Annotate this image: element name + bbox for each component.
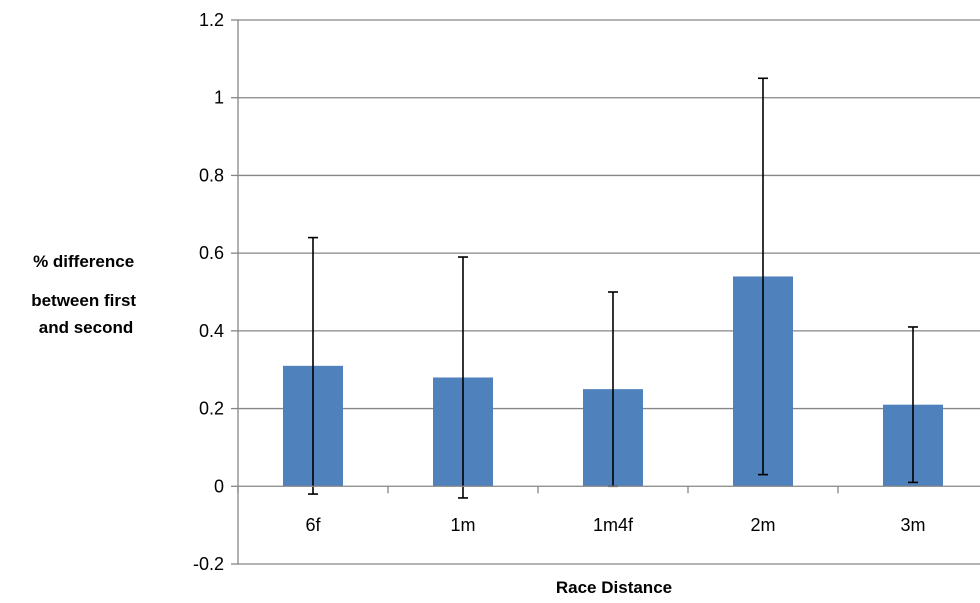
y-tick-label: 0.6 xyxy=(199,243,224,263)
y-tick-label: 0.2 xyxy=(199,399,224,419)
y-axis-label-line: % difference xyxy=(33,252,134,271)
y-tick-label: 0 xyxy=(214,476,224,496)
y-axis-label-line: between first xyxy=(31,291,136,310)
y-tick-label: 1 xyxy=(214,88,224,108)
x-tick-label: 6f xyxy=(305,515,321,535)
y-tick-labels: -0.2 0 0.2 0.4 0.6 0.8 1 1.2 xyxy=(193,10,224,574)
x-tick-label: 1m xyxy=(450,515,475,535)
y-tick-label: 0.4 xyxy=(199,321,224,341)
x-tick-label: 3m xyxy=(900,515,925,535)
x-tick-label: 2m xyxy=(750,515,775,535)
error-bars xyxy=(308,77,918,499)
y-axis-label: % difference between first and second xyxy=(31,252,141,337)
x-tick-labels: 6f 1m 1m4f 2m 3m xyxy=(305,515,925,535)
y-tick-label: -0.2 xyxy=(193,554,224,574)
axes xyxy=(231,19,980,565)
x-tick-label: 1m4f xyxy=(593,515,634,535)
x-axis-label: Race Distance xyxy=(556,578,672,597)
gridlines xyxy=(238,19,980,565)
y-tick-label: 0.8 xyxy=(199,165,224,185)
y-axis-label-line: and second xyxy=(39,318,133,337)
y-tick-label: 1.2 xyxy=(199,10,224,30)
